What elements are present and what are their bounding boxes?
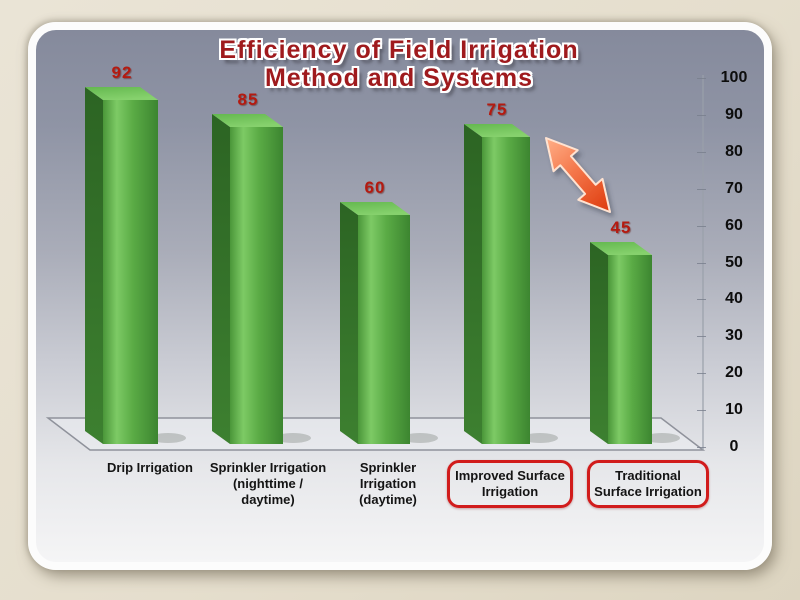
y-axis-label: 20 (725, 364, 743, 382)
bar-side-face (340, 202, 358, 444)
y-axis-tick (697, 262, 706, 264)
value-label-traditional: 45 (610, 218, 632, 237)
bar-side-face (590, 242, 608, 444)
bar-top-face (590, 242, 652, 255)
y-axis-tick (697, 373, 706, 375)
bar-side-face (212, 114, 230, 444)
bar-traditional-surface (590, 242, 652, 444)
category-label-drip: Drip Irrigation (107, 460, 193, 475)
bar-front-face (608, 255, 652, 444)
y-axis-tick (697, 299, 706, 301)
slide: Efficiency of Field Irrigation Method an… (28, 22, 772, 570)
comparison-arrow (545, 137, 611, 213)
y-axis-tick (697, 151, 706, 153)
y-axis-label: 80 (725, 142, 743, 160)
bar-top-face (212, 114, 283, 127)
y-axis-tick (697, 225, 706, 227)
bar-side-face (85, 87, 103, 444)
y-axis-label: 90 (725, 105, 743, 123)
bar-drip-irrigation (85, 87, 158, 444)
value-label-sprinkler-night: 85 (237, 90, 259, 109)
category-label-sprinkler-day: Sprinkler Irrigation (daytime) (359, 460, 417, 507)
y-axis-tick (697, 114, 706, 116)
y-axis-label: 60 (725, 216, 743, 234)
chart-title: Efficiency of Field Irrigation Method an… (32, 36, 766, 92)
y-axis-tick (697, 410, 706, 412)
y-axis-label: 30 (725, 327, 743, 345)
bar-top-face (85, 87, 158, 100)
category-label-traditional-highlighted: Traditional Surface Irrigation (587, 460, 709, 508)
bar-base-shadows (150, 433, 680, 443)
bar-chart-canvas (45, 75, 706, 451)
bar-front-face (230, 127, 283, 444)
value-label-sprinkler-day: 60 (364, 178, 386, 197)
y-axis-label: 50 (725, 253, 743, 271)
y-axis-label: 70 (725, 179, 743, 197)
bar-improved-surface (464, 124, 530, 444)
y-axis-tick (697, 188, 706, 190)
y-axis-tick (697, 336, 706, 338)
bar-top-face (464, 124, 530, 137)
chart-title-line1: Efficiency of Field Irrigation (219, 36, 579, 64)
y-axis-label: 10 (725, 401, 743, 419)
bar-sprinkler-daytime (340, 202, 410, 444)
bar-top-face (340, 202, 410, 215)
category-label-sprinkler-night: Sprinkler Irrigation (nighttime / daytim… (209, 460, 327, 507)
value-label-drip: 92 (111, 63, 133, 82)
chart-layer: Efficiency of Field Irrigation Method an… (32, 28, 766, 564)
bar-front-face (482, 137, 530, 444)
chart-title-line2: Method and Systems (264, 64, 534, 92)
y-axis-tick (697, 78, 706, 79)
bar-front-face (103, 100, 158, 444)
y-axis-label: 100 (720, 69, 748, 86)
y-axis-label: 0 (729, 438, 739, 455)
bar-side-face (464, 124, 482, 444)
y-axis-label: 40 (725, 290, 743, 308)
bar-sprinkler-nighttime-daytime (212, 114, 283, 444)
value-label-improved: 75 (486, 100, 508, 119)
category-label-improved-highlighted: Improved Surface Irrigation (447, 460, 573, 508)
bar-front-face (358, 215, 410, 444)
y-axis-tick (697, 447, 706, 448)
